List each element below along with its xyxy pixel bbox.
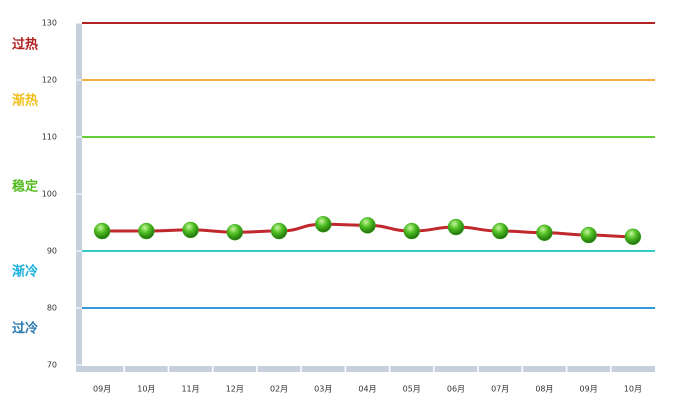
x-tick-label: 12月 bbox=[226, 385, 244, 394]
x-axis-bar bbox=[80, 366, 655, 372]
data-point bbox=[403, 222, 420, 240]
zone-label: 渐冷 bbox=[12, 264, 38, 280]
y-axis-bar bbox=[76, 23, 82, 372]
x-tick-label: 10月 bbox=[137, 385, 155, 394]
x-tick-label: 05月 bbox=[403, 385, 421, 394]
data-point bbox=[536, 224, 553, 242]
zone-label: 过冷 bbox=[12, 321, 38, 337]
data-point bbox=[359, 217, 376, 234]
x-tick-label: 03月 bbox=[314, 385, 332, 394]
x-tick-label: 04月 bbox=[358, 385, 376, 394]
y-tick-label: 70 bbox=[47, 361, 57, 370]
x-tick-label: 09月 bbox=[580, 385, 598, 394]
data-point bbox=[580, 226, 597, 244]
x-tick-label: 10月 bbox=[624, 385, 642, 394]
x-tick-label: 11月 bbox=[181, 385, 199, 394]
y-tick-label: 100 bbox=[42, 190, 57, 199]
zone-label: 渐热 bbox=[12, 93, 38, 109]
data-point bbox=[491, 222, 509, 240]
x-tick-label: 09月 bbox=[93, 385, 111, 394]
data-point bbox=[270, 222, 288, 240]
x-tick-label: 08月 bbox=[535, 385, 553, 394]
zone-label: 过热 bbox=[12, 37, 38, 53]
x-tick-label: 06月 bbox=[447, 385, 465, 394]
data-point bbox=[624, 228, 642, 245]
data-point bbox=[447, 218, 465, 236]
y-tick-label: 130 bbox=[42, 19, 57, 28]
x-tick-label: 07月 bbox=[491, 385, 509, 394]
data-point bbox=[138, 222, 155, 240]
y-tick-label: 110 bbox=[42, 133, 57, 142]
y-tick-label: 80 bbox=[47, 304, 57, 313]
x-tick-label: 02月 bbox=[270, 385, 288, 394]
data-point bbox=[315, 215, 332, 233]
data-point bbox=[182, 221, 199, 239]
data-point bbox=[226, 223, 244, 241]
data-point bbox=[93, 222, 111, 240]
zone-label: 稳定 bbox=[12, 179, 38, 195]
y-tick-label: 90 bbox=[47, 247, 57, 256]
y-tick-label: 120 bbox=[42, 76, 57, 85]
